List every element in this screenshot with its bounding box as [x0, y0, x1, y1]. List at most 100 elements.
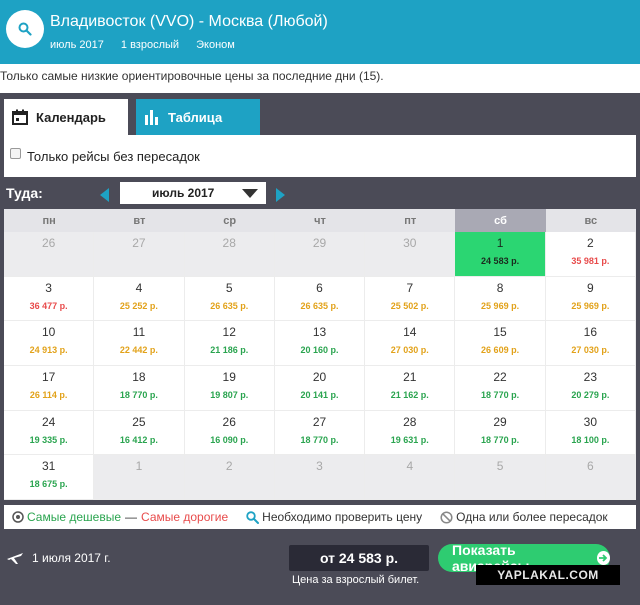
calendar-day[interactable]: 4 25 252 р. [94, 276, 185, 322]
calendar-day[interactable]: 12 21 186 р. [184, 321, 275, 366]
day-price: 35 981 р. [571, 256, 610, 266]
day-number: 27 [312, 414, 327, 429]
legend-stops: Одна или более пересадок [440, 510, 608, 524]
next-month-arrow-icon[interactable] [276, 188, 285, 202]
weekday: вс [545, 209, 636, 232]
day-price: 19 631 р. [390, 434, 429, 445]
day-number: 16 [583, 325, 598, 340]
calendar-day[interactable]: 15 26 609 р. [455, 321, 546, 366]
day-price: 20 160 р. [300, 345, 339, 356]
day-number: 21 [403, 370, 417, 384]
month-select[interactable]: июль 2017 [120, 182, 266, 204]
calendar-day-other-month: 29 [274, 232, 366, 277]
calendar-day[interactable]: 24 19 335 р. [4, 410, 95, 456]
calendar-day[interactable]: 18 18 770 р. [94, 366, 185, 411]
calendar-day[interactable]: 9 25 969 р. [545, 276, 636, 322]
day-number: 3 [45, 280, 52, 295]
day-price: 19 335 р. [29, 434, 68, 445]
calendar-day[interactable]: 29 18 770 р. [455, 410, 546, 456]
calendar-day[interactable]: 26 16 090 р. [184, 410, 275, 456]
day-price: 19 807 р. [210, 390, 249, 400]
calendar-day[interactable]: 14 27 030 р. [365, 321, 456, 366]
day-price: 21 162 р. [390, 390, 429, 400]
legend-dash: — [125, 510, 138, 524]
watermark-logo: YAPLAKAL.COM [476, 565, 620, 585]
search-summary[interactable]: июль 2017 1 взрослый Эконом [50, 39, 249, 51]
day-number: 13 [312, 325, 327, 340]
calendar-day-other-month: 30 [365, 232, 456, 277]
day-price: 18 675 р. [29, 479, 68, 490]
tab-table[interactable]: Таблица [136, 99, 260, 135]
calendar-day[interactable]: 11 22 442 р. [94, 321, 185, 366]
legend: Самые дешевые — Самые дорогие Необходимо… [4, 505, 636, 529]
month-select-value: июль 2017 [152, 186, 215, 200]
legend-check-price: Необходимо проверить цену [246, 510, 422, 524]
weekday: вт [94, 209, 185, 232]
direction-label: Туда: [6, 185, 43, 201]
legend-stops-label: Одна или более пересадок [456, 510, 608, 524]
day-price: 27 030 р. [571, 345, 610, 356]
legend-check-label: Необходимо проверить цену [262, 510, 423, 524]
calendar-day[interactable]: 20 20 141 р. [274, 366, 366, 411]
calendar-day-other-month: 4 [365, 455, 456, 500]
day-price: 26 114 р. [29, 390, 68, 400]
calendar-day[interactable]: 23 20 279 р. [545, 366, 636, 411]
calendar-day[interactable]: 5 26 635 р. [184, 276, 275, 322]
day-number: 28 [403, 414, 417, 429]
calendar-icon [12, 109, 28, 125]
day-number: 22 [493, 370, 507, 384]
calendar-day[interactable]: 7 25 502 р. [365, 276, 456, 322]
tab-calendar[interactable]: Календарь [4, 99, 128, 135]
day-number: 12 [222, 325, 236, 340]
calendar-day[interactable]: 2 35 981 р. [545, 232, 636, 277]
filter-row: Только рейсы без пересадок [4, 135, 636, 177]
day-number: 4 [135, 280, 143, 295]
day-number: 9 [587, 280, 594, 295]
weekday: сб [455, 209, 546, 232]
calendar-day[interactable]: 10 24 913 р. [4, 321, 95, 366]
calendar-day[interactable]: 31 18 675 р. [4, 455, 95, 500]
day-price: 24 583 р. [481, 256, 520, 266]
calendar-day[interactable]: 17 26 114 р. [4, 366, 95, 411]
day-price: 20 141 р. [300, 390, 339, 400]
calendar-day[interactable]: 16 27 030 р. [545, 321, 636, 366]
search-icon [18, 22, 32, 36]
calendar-day[interactable]: 22 18 770 р. [455, 366, 546, 411]
direct-only-checkbox[interactable] [10, 147, 21, 159]
calendar-day[interactable]: 8 25 969 р. [455, 276, 546, 322]
price-range-icon [12, 511, 24, 523]
calendar-day[interactable]: 28 19 631 р. [365, 410, 456, 456]
weekday: пн [4, 209, 95, 232]
calendar-day[interactable]: 1 24 583 р. [455, 232, 546, 277]
legend-cheapest: Самые дешевые [27, 510, 122, 524]
day-number: 6 [587, 459, 594, 474]
calendar-day[interactable]: 27 18 770 р. [274, 410, 366, 456]
day-number: 20 [312, 370, 327, 384]
calendar-day[interactable]: 13 20 160 р. [274, 321, 366, 366]
header: Владивосток (VVO) - Москва (Любой) июль … [0, 0, 640, 64]
day-number: 24 [41, 414, 56, 429]
calendar-day[interactable]: 3 36 477 р. [4, 276, 95, 322]
calendar-day[interactable]: 19 19 807 р. [184, 366, 275, 411]
calendar-day-other-month: 26 [4, 232, 95, 277]
day-number: 19 [222, 370, 236, 384]
day-price: 25 252 р. [119, 300, 158, 311]
day-number: 3 [316, 459, 323, 474]
direct-only-label[interactable]: Только рейсы без пересадок [27, 148, 200, 164]
calendar-day[interactable]: 6 26 635 р. [274, 276, 366, 322]
day-price: 25 502 р. [390, 300, 429, 311]
day-number: 26 [41, 236, 56, 250]
day-number: 8 [496, 280, 504, 295]
calendar-day[interactable]: 25 16 412 р. [94, 410, 185, 456]
calendar-grid: 26 27 28 29 30 1 24 583 р. 2 35 981 р. 3 36 477 р.… [4, 232, 636, 500]
day-price: 25 969 р. [481, 300, 520, 311]
prev-month-arrow-icon[interactable] [100, 188, 109, 202]
route-title[interactable]: Владивосток (VVO) - Москва (Любой) [50, 13, 328, 30]
day-price: 26 635 р. [300, 300, 339, 311]
search-button[interactable] [6, 10, 44, 48]
search-cabin: Эконом [196, 39, 235, 51]
calendar-day[interactable]: 30 18 100 р. [545, 410, 636, 456]
calendar-day-other-month: 28 [184, 232, 275, 277]
day-price: 18 100 р. [571, 434, 610, 445]
calendar-day[interactable]: 21 21 162 р. [365, 366, 456, 411]
